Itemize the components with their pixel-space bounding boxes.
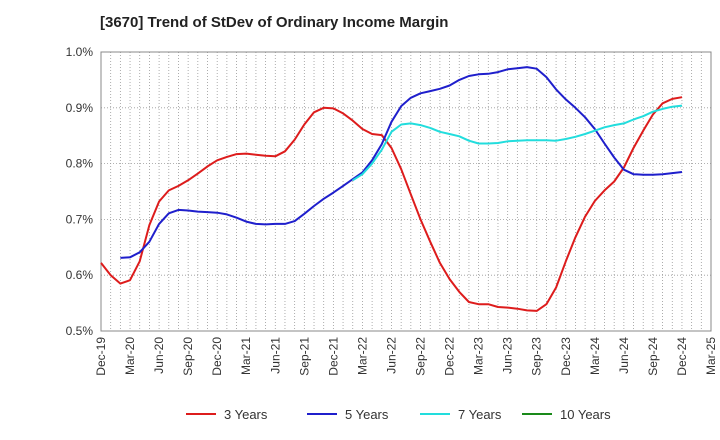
x-tick-label: Jun-20 (152, 337, 166, 374)
legend: 3 Years 5 Years 7 Years 10 Years (186, 407, 611, 422)
x-tick-label: Dec-22 (443, 337, 457, 376)
x-tick-label: Mar-20 (123, 337, 137, 375)
y-tick-label: 1.0% (66, 45, 94, 59)
x-tick-label: Jun-24 (617, 337, 631, 374)
series-line-3-years (100, 96, 683, 312)
plot-area-frame (100, 51, 712, 332)
x-tick-label: Dec-24 (675, 337, 689, 376)
y-axis-ticks: 0.5% 0.6% 0.7% 0.8% 0.9% 1.0% (66, 45, 94, 338)
x-tick-label: Mar-25 (704, 337, 718, 375)
x-tick-label: Mar-22 (355, 337, 369, 375)
series-line-5-years (120, 66, 683, 259)
x-tick-label: Dec-21 (326, 337, 340, 376)
x-axis-ticks: Dec-19 Mar-20 Jun-20 Sep-20 Dec-20 Mar-21 Jun-… (94, 337, 718, 376)
x-tick-label: Sep-22 (414, 337, 428, 376)
grid-lines (101, 51, 711, 332)
x-tick-label: Jun-21 (268, 337, 282, 374)
x-tick-label: Sep-23 (530, 337, 544, 376)
legend-label-3-years: 3 Years (224, 407, 268, 422)
x-tick-label: Sep-21 (297, 337, 311, 376)
x-tick-label: Dec-20 (210, 337, 224, 376)
series-lines (100, 66, 683, 312)
series-line-7-years (352, 104, 683, 182)
x-tick-label: Dec-19 (94, 337, 108, 376)
y-tick-label: 0.6% (66, 268, 94, 282)
x-tick-label: Sep-24 (646, 337, 660, 376)
legend-label-5-years: 5 Years (345, 407, 389, 422)
chart-title: [3670] Trend of StDev of Ordinary Income… (100, 14, 449, 31)
x-tick-label: Mar-21 (239, 337, 253, 375)
x-tick-label: Jun-22 (384, 337, 398, 374)
x-tick-label: Mar-24 (588, 337, 602, 375)
x-tick-label: Dec-23 (559, 337, 573, 376)
x-tick-label: Sep-20 (181, 337, 195, 376)
y-tick-label: 0.7% (66, 212, 94, 226)
x-tick-label: Mar-23 (472, 337, 486, 375)
legend-label-7-years: 7 Years (458, 407, 502, 422)
y-tick-label: 0.8% (66, 157, 94, 171)
y-tick-label: 0.5% (66, 324, 94, 338)
x-tick-label: Jun-23 (501, 337, 515, 374)
y-tick-label: 0.9% (66, 101, 94, 115)
legend-label-10-years: 10 Years (560, 407, 611, 422)
